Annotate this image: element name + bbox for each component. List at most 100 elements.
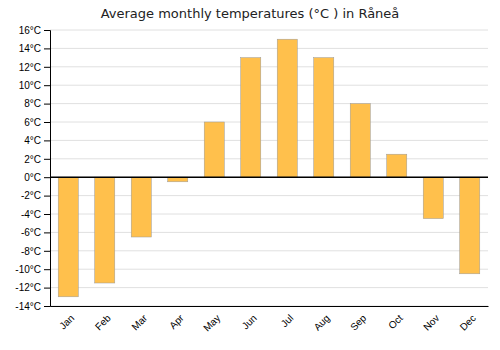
grid-line: [50, 140, 488, 141]
tick: -14°C: [15, 301, 50, 312]
grid-line: [50, 232, 488, 233]
title: Average monthly temperatures (°C ) in Rå…: [101, 6, 400, 21]
zero-line: [50, 176, 488, 178]
tick-label: Jan: [57, 312, 76, 331]
grid-line: [50, 195, 488, 196]
tick-label: Apr: [167, 312, 186, 331]
tick: -8°C: [21, 246, 50, 257]
grid-line: [50, 85, 488, 86]
bar: [387, 154, 407, 177]
tick-mark: [44, 232, 50, 233]
tick: 16°C: [19, 25, 50, 36]
tick-label: 8°C: [24, 98, 41, 109]
tick: -2°C: [21, 190, 50, 201]
tick-label: Aug: [312, 312, 332, 332]
chart: Average monthly temperatures (°C ) in Rå…: [0, 0, 500, 350]
tick: 8°C: [24, 98, 50, 109]
tick-mark: [44, 67, 50, 68]
tick-label: Dec: [458, 312, 478, 332]
tick-label: May: [201, 312, 222, 333]
tick: 10°C: [19, 80, 50, 91]
axis-line: [51, 306, 489, 307]
bar: [58, 177, 78, 297]
x-axis: Jan Feb Mar Apr May Jun Jul Aug Sep Oct Nov Dec: [51, 307, 489, 334]
tick-mark: [44, 159, 50, 160]
bar: [314, 58, 334, 178]
tick-label: -4°C: [21, 209, 41, 220]
tick-label: Oct: [386, 312, 405, 331]
grid-line: [50, 30, 488, 31]
tick-label: -8°C: [21, 246, 41, 257]
tick-mark: [44, 48, 50, 49]
tick: 14°C: [19, 43, 50, 54]
bar: [131, 177, 151, 237]
tick: 0°C: [24, 172, 50, 183]
grid-line: [50, 48, 488, 49]
bar: [460, 177, 480, 274]
tick-mark: [44, 288, 50, 289]
tick-label: 4°C: [24, 135, 41, 146]
tick: Dec: [458, 312, 478, 332]
tick: Apr: [167, 312, 186, 331]
grid-line: [50, 250, 488, 251]
bars: [58, 39, 480, 297]
tick-label: -6°C: [21, 227, 41, 238]
grid: [50, 30, 488, 306]
grid-line: [50, 287, 488, 288]
tick-mark: [44, 251, 50, 252]
y-axis: -14°C -12°C -10°C -8°C -6°C -4°C -2°C 0°C 2°C 4°C…: [15, 25, 50, 312]
tick-label: 10°C: [19, 80, 41, 91]
grid-line: [50, 103, 488, 104]
tick-mark: [44, 85, 50, 86]
tick-label: Feb: [93, 312, 113, 332]
bar: [350, 104, 370, 178]
tick-mark: [44, 269, 50, 270]
tick: Aug: [312, 312, 332, 332]
tick-label: -2°C: [21, 190, 41, 201]
grid-line: [50, 66, 488, 67]
grid-line: [50, 214, 488, 215]
tick: -10°C: [15, 264, 50, 275]
tick-mark: [44, 122, 50, 123]
tick-mark: [44, 104, 50, 105]
axis-line: [44, 31, 51, 307]
bar: [423, 177, 443, 218]
grid-line: [50, 122, 488, 123]
tick: -4°C: [21, 209, 50, 220]
tick: Jul: [279, 312, 296, 329]
tick-mark: [44, 30, 50, 31]
tick-label: -12°C: [15, 282, 41, 293]
tick-label: Mar: [129, 312, 149, 332]
tick: Jun: [240, 312, 259, 331]
grid-line: [50, 177, 488, 178]
tick-label: Sep: [348, 312, 369, 333]
grid-line: [50, 158, 488, 159]
tick: 2°C: [24, 154, 50, 165]
tick: -6°C: [21, 227, 50, 238]
tick-mark: [44, 177, 50, 178]
tick-label: -14°C: [15, 301, 41, 312]
grid-line: [50, 306, 488, 307]
tick-label: 12°C: [19, 62, 41, 73]
plot: -14°C -12°C -10°C -8°C -6°C -4°C -2°C 0°C 2°C 4°C…: [15, 25, 488, 334]
bar: [241, 58, 261, 178]
tick: 6°C: [24, 117, 50, 128]
bar: [204, 122, 224, 177]
tick-label: Jul: [279, 312, 296, 329]
tick-label: Jun: [240, 312, 259, 331]
tick-label: Nov: [421, 312, 441, 332]
tick-label: 14°C: [19, 43, 41, 54]
tick-mark: [44, 140, 50, 141]
tick-mark: [44, 214, 50, 215]
tick: Mar: [129, 312, 149, 332]
tick: 4°C: [24, 135, 50, 146]
tick-mark: [44, 196, 50, 197]
tick-mark: [44, 306, 50, 307]
tick: Oct: [386, 312, 405, 331]
tick: Nov: [421, 312, 441, 332]
tick-label: 16°C: [19, 25, 41, 36]
tick: -12°C: [15, 282, 50, 293]
tick: Jan: [57, 312, 76, 331]
tick: 12°C: [19, 62, 50, 73]
tick: May: [201, 312, 222, 333]
